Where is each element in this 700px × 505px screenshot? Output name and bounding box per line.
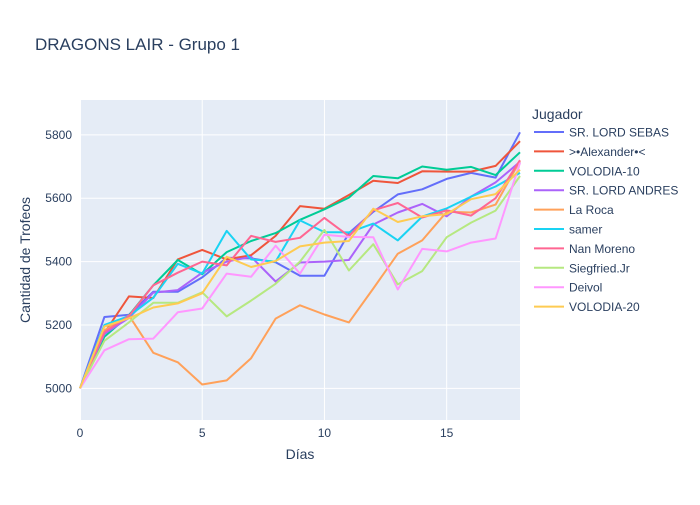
legend-label: VOLODIA-20 (569, 300, 640, 314)
y-axis-label: Cantidad de Trofeos (17, 197, 33, 323)
series-line-6 (79, 172, 521, 389)
series-line-9 (79, 162, 521, 389)
y-tick-label: 5400 (45, 255, 72, 269)
series-line-7 (79, 159, 521, 389)
y-tick-label: 5600 (45, 191, 72, 205)
legend-item[interactable]: Nan Moreno (534, 242, 635, 256)
legend-label: samer (569, 223, 602, 237)
x-tick-label: 10 (318, 426, 332, 440)
legend-item[interactable]: VOLODIA-10 (534, 164, 640, 178)
legend-title: Jugador (532, 106, 583, 122)
legend-item[interactable]: SR. LORD SEBAS (534, 126, 669, 140)
x-axis-label: Días (286, 446, 315, 462)
x-tick-label: 5 (199, 426, 206, 440)
x-tick-label: 15 (440, 426, 454, 440)
legend-label: VOLODIA-10 (569, 164, 640, 178)
legend-item[interactable]: Deivol (534, 281, 602, 295)
legend-item[interactable]: Siegfried.Jr (534, 261, 630, 275)
y-tick-label: 5000 (45, 381, 72, 395)
series-lines (79, 131, 521, 389)
series-line-5 (79, 160, 521, 389)
legend-item[interactable]: SR. LORD ANDRES (534, 184, 678, 198)
legend: Jugador SR. LORD SEBAS >•Alexander•< VOLOD… (532, 106, 678, 314)
legend-label: SR. LORD SEBAS (569, 126, 669, 140)
legend-item[interactable]: >•Alexander•< (534, 145, 645, 159)
legend-label: Siegfried.Jr (569, 261, 630, 275)
series-line-8 (79, 175, 521, 389)
legend-item[interactable]: VOLODIA-20 (534, 300, 640, 314)
legend-label: Deivol (569, 281, 602, 295)
legend-item[interactable]: La Roca (534, 203, 614, 217)
legend-label: SR. LORD ANDRES (569, 184, 678, 198)
legend-items: SR. LORD SEBAS >•Alexander•< VOLODIA-10 SR.… (534, 126, 678, 314)
x-tick-label: 0 (77, 426, 84, 440)
y-tick-label: 5200 (45, 318, 72, 332)
legend-item[interactable]: samer (534, 223, 602, 237)
legend-label: Nan Moreno (569, 242, 635, 256)
series-line-10 (79, 168, 521, 389)
legend-label: La Roca (569, 203, 614, 217)
axis-ticks: 5000 5200 5400 5600 5800 0 5 10 15 (45, 128, 453, 440)
chart-title: DRAGONS LAIR - Grupo 1 (35, 35, 240, 54)
legend-label: >•Alexander•< (569, 145, 645, 159)
y-tick-label: 5800 (45, 128, 72, 142)
